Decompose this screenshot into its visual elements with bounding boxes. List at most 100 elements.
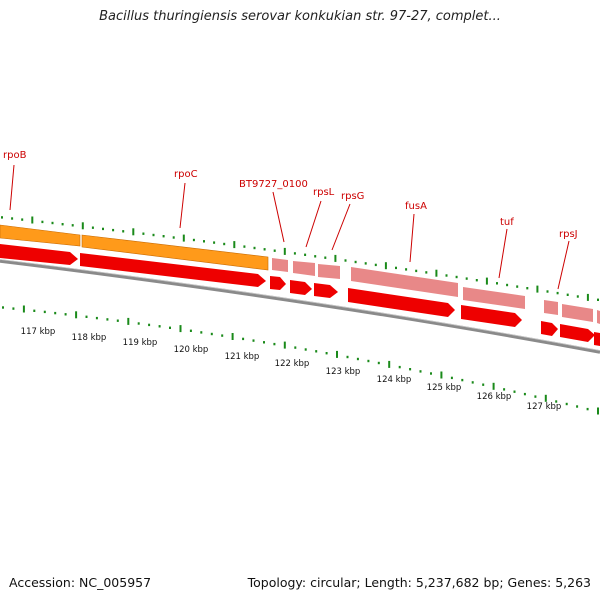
outer-tick bbox=[122, 230, 125, 233]
outer-tick bbox=[31, 216, 34, 224]
inner-tick bbox=[85, 315, 88, 318]
inner-tick bbox=[377, 361, 380, 365]
scale-label: 121 kbp bbox=[225, 352, 260, 362]
inner-tick bbox=[398, 365, 401, 369]
inner-tick bbox=[242, 337, 245, 341]
outer-tick bbox=[485, 277, 488, 285]
cds-arrow[interactable] bbox=[594, 332, 600, 346]
outer-tick bbox=[334, 254, 337, 262]
cds-arrow[interactable] bbox=[461, 305, 522, 327]
inner-tick bbox=[221, 334, 224, 337]
inner-tick bbox=[304, 348, 307, 351]
scale-label: 117 kbp bbox=[21, 327, 56, 337]
gene-label[interactable]: BT9727_0100 bbox=[239, 179, 308, 190]
cds-arrow[interactable] bbox=[541, 321, 558, 336]
inner-tick bbox=[189, 329, 192, 332]
inner-tick bbox=[252, 339, 255, 342]
outer-tick bbox=[243, 245, 246, 248]
rna-segment[interactable] bbox=[293, 261, 315, 276]
gene-label[interactable]: fusA bbox=[405, 201, 427, 212]
outer-tick bbox=[475, 279, 478, 282]
topology-summary: Topology: circular; Length: 5,237,682 bp… bbox=[247, 575, 591, 590]
rna-segment[interactable] bbox=[351, 267, 458, 297]
rna-segment[interactable] bbox=[597, 310, 600, 324]
inner-tick bbox=[43, 310, 46, 314]
leader-rpsL bbox=[305, 200, 322, 248]
rna-segment[interactable] bbox=[272, 258, 288, 272]
outer-tick bbox=[586, 293, 589, 301]
scale-label: 120 kbp bbox=[174, 345, 209, 355]
inner-tick bbox=[419, 370, 422, 373]
outer-tick bbox=[1, 216, 3, 219]
cds-arrow[interactable] bbox=[314, 283, 338, 298]
inner-tick bbox=[450, 376, 453, 380]
gene-label[interactable]: rpsJ bbox=[559, 229, 578, 240]
outer-tick bbox=[172, 236, 175, 239]
outer-tick bbox=[496, 282, 498, 285]
outer-tick bbox=[11, 217, 14, 220]
inner-tick bbox=[127, 317, 130, 325]
cds-arrow[interactable] bbox=[80, 253, 266, 287]
inner-tick bbox=[273, 342, 276, 346]
outer-tick bbox=[556, 291, 559, 295]
outer-tick bbox=[71, 224, 74, 227]
inner-tick bbox=[54, 311, 57, 315]
outer-tick bbox=[455, 275, 458, 279]
gene-label[interactable]: rpsG bbox=[341, 191, 364, 202]
inner-tick bbox=[461, 378, 464, 382]
outer-tick bbox=[192, 238, 195, 242]
scale-label: 126 kbp bbox=[477, 392, 512, 402]
inner-tick bbox=[106, 318, 109, 321]
outer-tick bbox=[536, 285, 539, 293]
outer-tick bbox=[526, 287, 529, 290]
rna-segment[interactable] bbox=[562, 304, 593, 322]
outer-tick bbox=[384, 262, 387, 270]
gene-label[interactable]: rpsL bbox=[313, 187, 335, 198]
outer-tick bbox=[435, 269, 438, 277]
cds-arrow[interactable] bbox=[290, 280, 312, 295]
scale-label: 122 kbp bbox=[275, 359, 310, 369]
inner-tick bbox=[388, 360, 391, 368]
inner-tick bbox=[503, 388, 506, 391]
cds-rpoC-forward[interactable] bbox=[81, 234, 269, 271]
inner-tick bbox=[356, 357, 359, 361]
outer-tick bbox=[344, 259, 347, 262]
gene-label[interactable]: rpoC bbox=[174, 169, 198, 180]
inner-tick bbox=[158, 325, 161, 328]
inner-tick bbox=[346, 355, 349, 359]
cds-arrow[interactable] bbox=[270, 276, 286, 290]
outer-tick bbox=[364, 262, 367, 265]
outer-tick bbox=[61, 223, 64, 226]
cds-arrow[interactable] bbox=[0, 244, 78, 265]
inner-tick bbox=[200, 331, 203, 334]
leader-fusA bbox=[409, 213, 415, 263]
outer-tick bbox=[102, 227, 104, 231]
inner-tick bbox=[544, 394, 547, 402]
cds-rpoB-forward[interactable] bbox=[0, 224, 81, 247]
rna-band bbox=[272, 258, 600, 324]
inner-tick bbox=[471, 381, 474, 384]
gene-label[interactable]: tuf bbox=[500, 217, 514, 228]
inner-tick bbox=[75, 311, 78, 319]
inner-tick bbox=[440, 371, 443, 379]
cds-arrow[interactable] bbox=[560, 324, 595, 342]
inner-tick bbox=[523, 392, 526, 396]
rna-segment[interactable] bbox=[463, 287, 525, 309]
leader-BT9727_0100 bbox=[272, 191, 285, 243]
outer-tick bbox=[576, 295, 579, 298]
cds-arrow[interactable] bbox=[348, 288, 455, 317]
outer-tick bbox=[283, 247, 286, 255]
outer-tick bbox=[152, 233, 155, 237]
inner-tick bbox=[430, 372, 432, 375]
outer-tick bbox=[263, 248, 266, 251]
outer-tick bbox=[213, 241, 216, 244]
gene-label[interactable]: rpoB bbox=[3, 150, 27, 161]
rna-segment[interactable] bbox=[544, 300, 558, 315]
rna-segment[interactable] bbox=[318, 264, 340, 279]
outer-tick bbox=[566, 293, 569, 296]
inner-tick bbox=[576, 405, 579, 408]
outer-tick bbox=[142, 232, 145, 235]
outer-tick bbox=[546, 290, 549, 293]
inner-tick bbox=[534, 395, 537, 398]
